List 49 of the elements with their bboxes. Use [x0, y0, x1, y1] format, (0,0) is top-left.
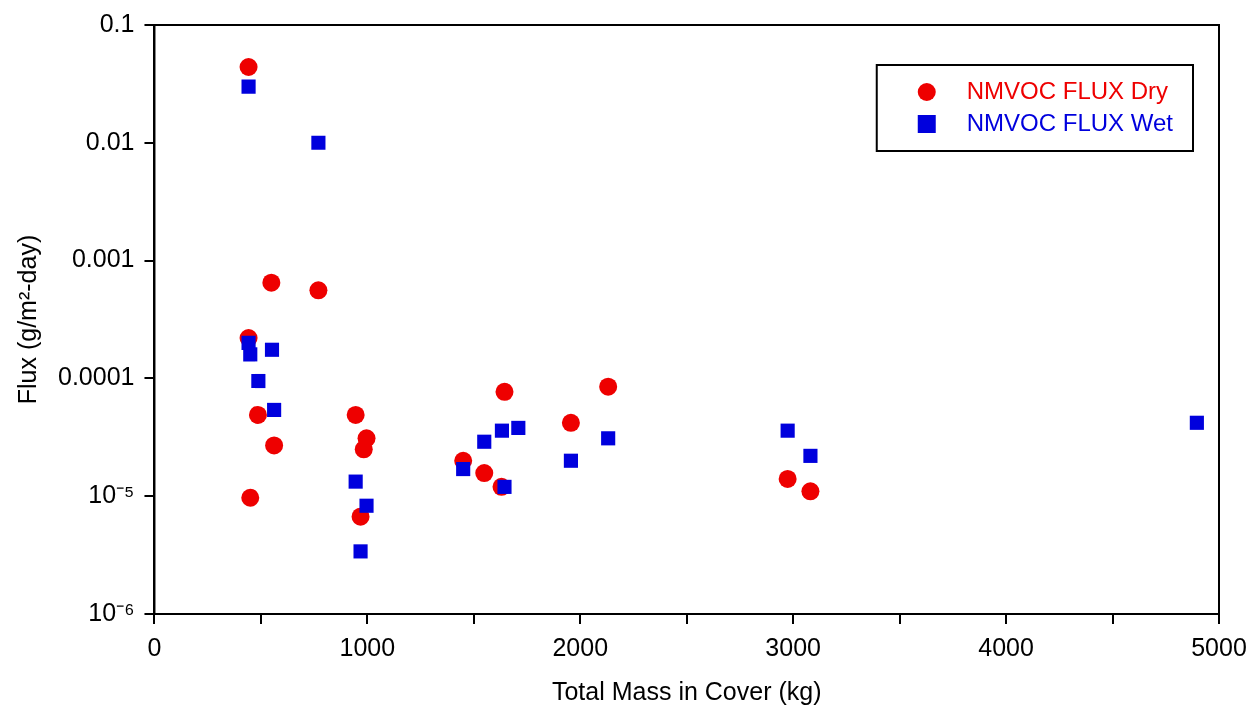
point [497, 479, 512, 494]
y-tick-label: 0.001 [71, 244, 135, 273]
legend-label: NMVOC FLUX Wet [966, 108, 1174, 136]
point [267, 402, 282, 417]
x-axis-title: Total Mass in Cover (kg) [551, 676, 822, 705]
point [353, 544, 368, 559]
point [262, 273, 281, 292]
y-tick-label: 0.01 [85, 126, 135, 155]
point [494, 423, 509, 438]
point [354, 440, 373, 459]
y-axis-title: Flux (g/m²-day) [12, 234, 41, 405]
point [309, 281, 328, 300]
point [511, 420, 526, 435]
x-tick-label: 5000 [1191, 632, 1247, 661]
point [265, 436, 284, 455]
point [241, 488, 260, 507]
y-tick-label: 0.0001 [58, 362, 135, 391]
point [239, 58, 258, 76]
point [248, 405, 267, 424]
point [778, 469, 797, 488]
x-tick-label: 3000 [765, 632, 821, 661]
point [359, 498, 374, 513]
point [456, 461, 471, 477]
point [1189, 415, 1204, 430]
legend-label: NMVOC FLUX Dry [966, 76, 1169, 104]
point [599, 377, 618, 396]
y-tick-label: 10⁻⁶ [88, 597, 135, 626]
point [264, 342, 280, 357]
x-tick-label: 1000 [339, 632, 396, 661]
x-tick-label: 0 [147, 632, 162, 661]
point [601, 431, 616, 446]
point [251, 373, 266, 389]
x-tick-label: 4000 [978, 632, 1034, 661]
point [801, 482, 820, 501]
point [241, 79, 256, 94]
point [477, 434, 492, 449]
point [563, 453, 578, 468]
point [475, 464, 494, 483]
point [561, 413, 580, 432]
x-tick-label: 2000 [552, 632, 609, 661]
point [311, 135, 326, 150]
y-tick-label: 0.1 [99, 8, 135, 37]
point [780, 423, 795, 438]
point [803, 448, 818, 463]
point [243, 347, 258, 362]
point [495, 382, 514, 401]
point [348, 474, 363, 489]
y-tick-label: 10⁻⁵ [88, 480, 135, 509]
point [346, 405, 365, 424]
